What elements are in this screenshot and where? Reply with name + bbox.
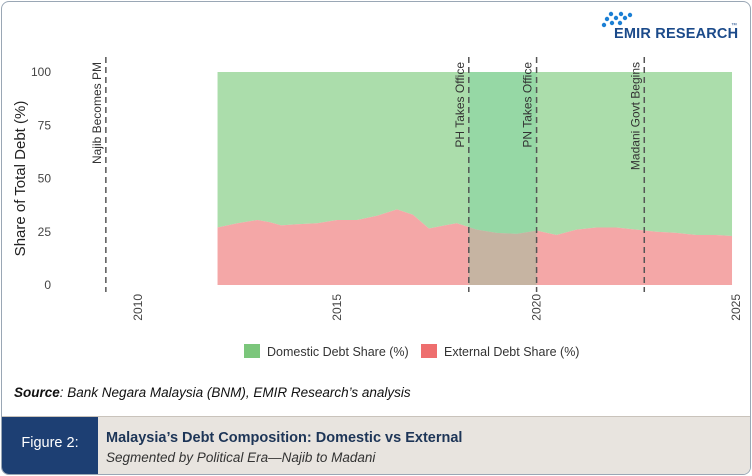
figure-title: Malaysia’s Debt Composition: Domestic vs… [106,430,463,446]
y-tick-label: 25 [38,225,52,239]
external-area [217,209,733,285]
source-label: Source [14,385,60,400]
y-axis-label: Share of Total Debt (%) [12,101,29,257]
x-tick-label: 2020 [530,294,544,321]
event-label: PN Takes Office [521,62,535,148]
logo-dots-icon [601,11,633,28]
emir-research-logo: EMIR RESEARCH ™ [598,11,748,47]
y-tick-label: 75 [38,118,52,132]
debt-composition-chart: Najib Becomes PM PH Takes Office PN Takes … [12,57,743,359]
caption-bar: Figure 2: Malaysia’s Debt Composition: D… [2,416,750,474]
source-note: Source: Bank Negara Malaysia (BNM), EMIR… [14,385,411,400]
x-tick-label: 2015 [330,294,344,321]
event-label: Madani Govt Begins [628,62,642,170]
logo-text: EMIR RESEARCH [614,26,739,42]
highlight-band [468,72,537,285]
legend-label: Domestic Debt Share (%) [267,345,409,359]
legend-swatch [244,344,260,358]
x-tick-label: 2025 [729,294,743,321]
event-label: Najib Becomes PM [90,62,104,164]
domestic-area [217,72,733,237]
y-tick-label: 0 [44,278,51,292]
y-tick-label: 50 [38,172,52,186]
x-tick-label: 2010 [131,294,145,321]
legend-swatch [421,344,437,358]
figure-label: Figure 2: [2,417,98,474]
event-label: PH Takes Office [453,62,467,148]
y-tick-label: 100 [31,65,51,79]
legend-label: External Debt Share (%) [444,345,579,359]
logo-trademark: ™ [731,23,737,29]
source-text: : Bank Negara Malaysia (BNM), EMIR Resea… [59,385,411,400]
figure-subtitle: Segmented by Political Era—Najib to Mada… [106,450,376,465]
